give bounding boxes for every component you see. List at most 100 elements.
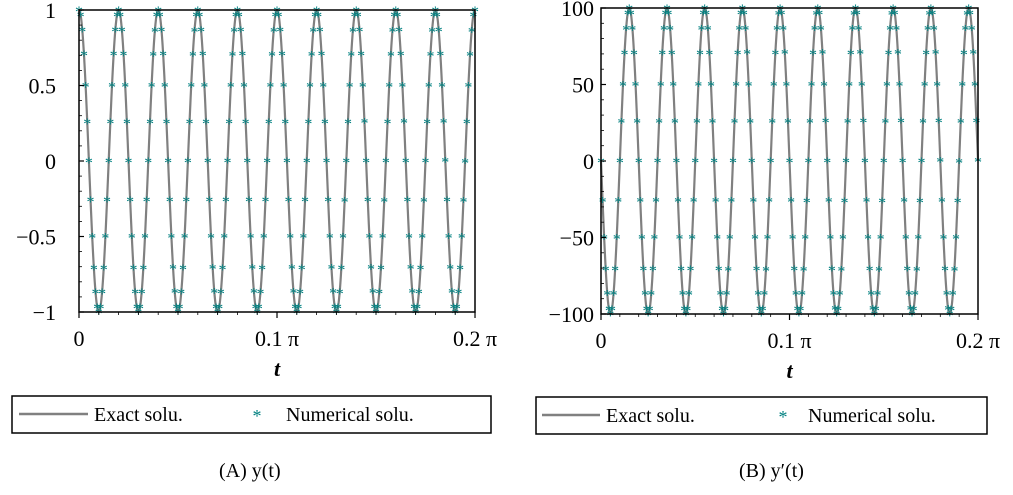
numerical-solution-marker: * [219, 262, 227, 279]
numerical-solution-marker: * [271, 9, 279, 26]
numerical-solution-marker: * [958, 79, 966, 96]
numerical-solution-marker: * [85, 155, 93, 172]
numerical-solution-marker: * [90, 262, 98, 279]
numerical-solution-marker: * [875, 263, 883, 280]
numerical-solution-marker: * [359, 79, 367, 96]
x-axis-label: t [786, 358, 793, 383]
numerical-solution-marker: * [646, 303, 654, 320]
numerical-solution-marker: * [448, 286, 456, 303]
numerical-solution-marker: * [737, 7, 745, 24]
numerical-solution-marker: * [921, 79, 929, 96]
numerical-solution-marker: * [888, 7, 896, 24]
numerical-solution-marker: * [839, 232, 847, 249]
numerical-solution-marker: * [906, 303, 914, 320]
numerical-solution-marker: * [125, 155, 133, 172]
numerical-solution-marker: * [633, 115, 641, 132]
numerical-solution-marker: * [738, 2, 746, 19]
numerical-solution-marker: * [831, 303, 839, 320]
numerical-solution-marker: * [848, 23, 856, 40]
numerical-solution-marker: * [801, 232, 809, 249]
numerical-solution-marker: * [696, 47, 704, 64]
numerical-solution-marker: * [455, 286, 463, 303]
numerical-solution-marker: * [82, 80, 90, 97]
numerical-solution-marker: * [668, 47, 676, 64]
numerical-solution-marker: * [795, 308, 803, 325]
numerical-solution-marker: * [685, 288, 693, 305]
legend-numerical-label-a: Numerical solu. [286, 404, 414, 426]
numerical-solution-marker: * [682, 308, 690, 325]
numerical-solution-marker: * [415, 286, 423, 303]
numerical-solution-marker: * [367, 262, 375, 279]
numerical-solution-marker: * [658, 47, 666, 64]
numerical-solution-marker: * [408, 286, 416, 303]
numerical-solution-marker: * [786, 155, 794, 172]
numerical-solution-marker: * [966, 7, 974, 24]
numerical-solution-marker: * [280, 79, 288, 96]
numerical-solution-marker: * [450, 301, 458, 318]
numerical-solution-marker: * [742, 22, 750, 39]
numerical-solution-marker: * [78, 24, 86, 41]
numerical-solution-marker: * [946, 308, 954, 325]
numerical-solution-marker: * [655, 115, 663, 132]
numerical-solution-marker: * [812, 7, 820, 24]
numerical-solution-marker: * [217, 286, 225, 303]
numerical-solution-marker: * [699, 7, 707, 24]
numerical-solution-marker: * [884, 47, 892, 64]
numerical-solution-marker: * [286, 230, 294, 247]
numerical-solution-marker: * [108, 80, 116, 97]
numerical-solution-marker: * [138, 286, 146, 303]
numerical-solution-marker: * [809, 47, 817, 64]
numerical-solution-marker: * [649, 263, 657, 280]
numerical-solution-marker: * [627, 7, 635, 24]
numerical-solution-marker: * [265, 116, 273, 133]
numerical-solution-marker: * [347, 48, 355, 65]
numerical-solution-marker: * [323, 155, 331, 172]
numerical-solution-marker: * [718, 303, 726, 320]
numerical-solution-marker: * [935, 115, 943, 132]
numerical-solution-marker: * [426, 48, 434, 65]
numerical-solution-marker: * [440, 116, 448, 133]
numerical-solution-marker: * [238, 48, 246, 65]
numerical-solution-marker: * [250, 286, 258, 303]
numerical-solution-marker: * [616, 155, 624, 172]
numerical-solution-marker: * [327, 262, 335, 279]
numerical-solution-marker: * [458, 231, 466, 248]
numerical-solution-marker: * [943, 287, 951, 304]
numerical-solution-marker: * [638, 231, 646, 248]
numerical-solution-marker: * [889, 2, 897, 19]
numerical-solution-marker: * [954, 195, 962, 212]
numerical-solution-marker: * [624, 7, 632, 24]
numerical-solution-marker: * [639, 263, 647, 280]
numerical-solution-marker: * [829, 287, 837, 304]
numerical-solution-marker: * [606, 308, 614, 325]
plot-area-b: ****************************************… [549, 0, 1000, 383]
numerical-solution-marker: * [840, 195, 848, 212]
numerical-solution-marker: * [311, 9, 319, 26]
numerical-solution-marker: * [153, 9, 161, 26]
numerical-solution-marker: * [167, 230, 175, 247]
numerical-solution-marker: * [263, 155, 271, 172]
numerical-solution-marker: * [184, 155, 192, 172]
numerical-solution-marker: * [793, 303, 801, 320]
numerical-solution-marker: * [385, 80, 393, 97]
numerical-solution-marker: * [886, 23, 894, 40]
numerical-solution-marker: * [96, 301, 104, 318]
numerical-solution-marker: * [895, 78, 903, 95]
numerical-solution-marker: * [746, 115, 754, 132]
numerical-solution-marker: * [143, 194, 151, 211]
numerical-solution-marker: * [960, 47, 968, 64]
numerical-solution-marker: * [468, 24, 476, 41]
numerical-solution-marker: * [400, 116, 408, 133]
numerical-solution-marker: * [968, 22, 976, 39]
numerical-solution-marker: * [191, 24, 199, 41]
numerical-solution-marker: * [126, 194, 134, 211]
numerical-solution-marker: * [603, 288, 611, 305]
numerical-solution-marker: * [464, 80, 472, 97]
numerical-solution-marker: * [798, 288, 806, 305]
numerical-solution-marker: * [691, 155, 699, 172]
numerical-solution-marker: * [384, 116, 392, 133]
numerical-solution-marker: * [787, 194, 795, 211]
numerical-solution-marker: * [859, 115, 867, 132]
numerical-solution-marker: * [599, 195, 607, 212]
numerical-solution-marker: * [680, 303, 688, 320]
